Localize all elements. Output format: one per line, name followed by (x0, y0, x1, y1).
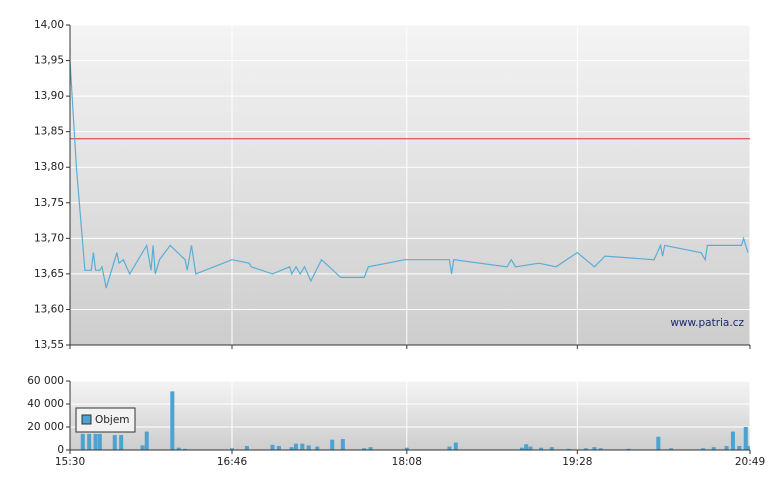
x-tick-label: 16:46 (217, 456, 248, 468)
volume-bar (701, 448, 706, 450)
y-tick-label: 20 000 (27, 421, 64, 433)
volume-bar (362, 448, 367, 450)
volume-bar (87, 433, 92, 450)
volume-bar (276, 445, 281, 450)
y-tick-label: 40 000 (27, 398, 64, 410)
volume-bar (144, 431, 149, 450)
y-tick-label: 13,70 (34, 232, 64, 244)
x-tick-label: 18:08 (392, 456, 422, 468)
x-tick-label: 15:30 (55, 456, 85, 468)
volume-bar (549, 447, 554, 450)
volume-bar (566, 448, 571, 450)
y-tick-label: 13,75 (34, 197, 64, 209)
y-tick-label: 13,65 (34, 268, 64, 280)
y-tick-label: 13,85 (34, 126, 64, 138)
price-plot-area (70, 25, 750, 345)
volume-bar (300, 443, 305, 450)
volume-bar (330, 439, 335, 450)
volume-bar (592, 447, 597, 450)
volume-bar (539, 447, 544, 450)
volume-bar (626, 448, 631, 450)
y-tick-label: 13,60 (34, 303, 64, 315)
volume-bar (306, 445, 311, 450)
legend-swatch (81, 414, 92, 425)
y-tick-label: 0 (57, 444, 64, 456)
volume-bar (170, 391, 175, 450)
y-tick-label: 13,55 (34, 339, 64, 351)
volume-bar (711, 447, 716, 450)
volume-bar (669, 448, 674, 450)
x-tick-label: 20:49 (735, 456, 765, 468)
volume-bar (368, 447, 373, 450)
volume-bar (293, 443, 298, 450)
volume-bar (656, 436, 661, 450)
volume-bar (524, 444, 529, 450)
y-tick-label: 14,00 (34, 19, 64, 31)
x-tick-label: 19:28 (562, 456, 592, 468)
volume-bar (745, 445, 750, 450)
volume-bar (315, 446, 320, 450)
volume-bar (112, 435, 117, 450)
volume-bar (244, 445, 249, 450)
volume-bar (176, 447, 181, 450)
volume-bar (724, 445, 729, 450)
volume-bar (743, 427, 748, 450)
volume-bar (519, 447, 524, 450)
volume-bar (528, 446, 533, 450)
price-line (69, 60, 749, 289)
volume-bar (404, 447, 409, 450)
volume-bar (97, 433, 102, 450)
legend-label: Objem (95, 414, 130, 426)
watermark: www.patria.cz (670, 317, 744, 329)
y-tick-label: 60 000 (27, 375, 64, 387)
volume-bar (289, 447, 294, 450)
volume-bar (270, 444, 275, 450)
volume-plot-area (70, 381, 750, 450)
y-tick-label: 13,95 (34, 55, 64, 67)
volume-bar (583, 448, 588, 450)
y-tick-label: 13,90 (34, 90, 64, 102)
volume-bar (140, 445, 145, 450)
volume-bar (93, 433, 98, 450)
volume-bar (730, 431, 735, 450)
volume-bar (80, 433, 85, 450)
y-tick-label: 13,80 (34, 161, 64, 173)
volume-bar (340, 439, 345, 450)
volume-bar (183, 448, 188, 450)
volume-bar (598, 448, 603, 450)
volume-bar (230, 448, 235, 450)
volume-bar (119, 435, 124, 450)
volume-bar (447, 446, 452, 450)
volume-bar (737, 445, 742, 450)
volume-bar (453, 442, 458, 450)
